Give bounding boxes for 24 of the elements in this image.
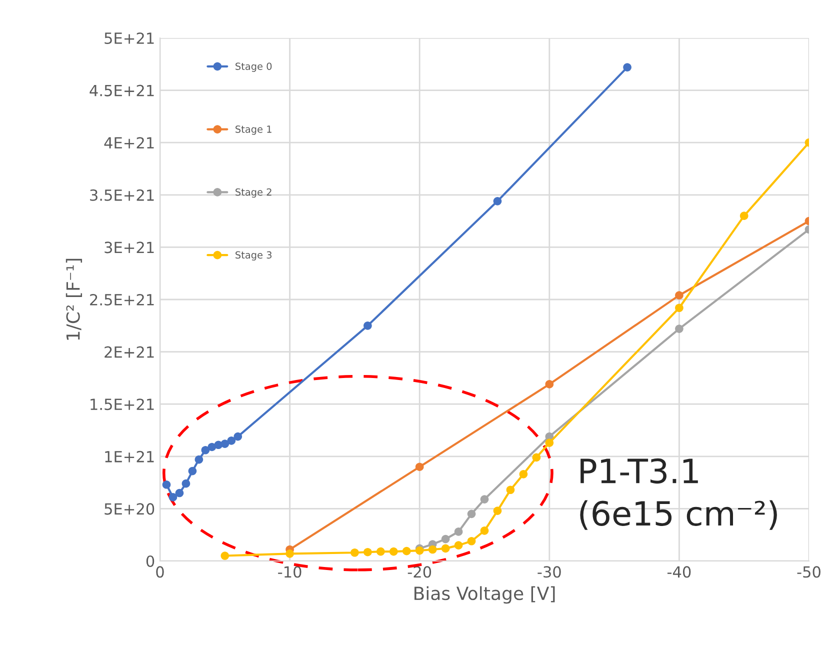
x-tick-label: 0 <box>156 566 164 578</box>
y-tick-label: 5E+21 <box>104 32 154 44</box>
x-axis-title: Bias Voltage [V] <box>414 586 555 604</box>
x-tick-label: -50 <box>797 566 820 578</box>
legend-label: Stage 1 <box>236 125 272 135</box>
annotation: P1-T3.1 (6e15 cm⁻²) <box>580 458 777 530</box>
x-tick-label: -10 <box>278 566 302 578</box>
x-tick-label: -40 <box>667 566 691 578</box>
y-tick-label: 4.5E+21 <box>90 84 154 96</box>
y-tick-label: 1E+21 <box>105 450 154 462</box>
y-tick-label: 5E+20 <box>104 503 154 515</box>
legend-label: Stage 0 <box>236 62 272 72</box>
legend-label: Stage 2 <box>236 188 272 198</box>
y-tick-label: 1.5E+21 <box>90 398 154 410</box>
y-tick-label: 2.5E+21 <box>90 294 154 306</box>
y-axis-title: 1/C² [F⁻¹] <box>66 258 82 340</box>
y-tick-label: 2E+21 <box>104 346 154 358</box>
x-tick-label: -20 <box>408 566 432 578</box>
y-tick-label: 3E+21 <box>104 242 154 254</box>
y-tick-label: 4E+21 <box>104 137 154 148</box>
y-tick-label: 0 <box>146 555 154 568</box>
x-tick-label: -30 <box>538 566 561 578</box>
y-tick-label: 3.5E+21 <box>90 189 154 201</box>
legend-label: Stage 3 <box>236 251 272 260</box>
